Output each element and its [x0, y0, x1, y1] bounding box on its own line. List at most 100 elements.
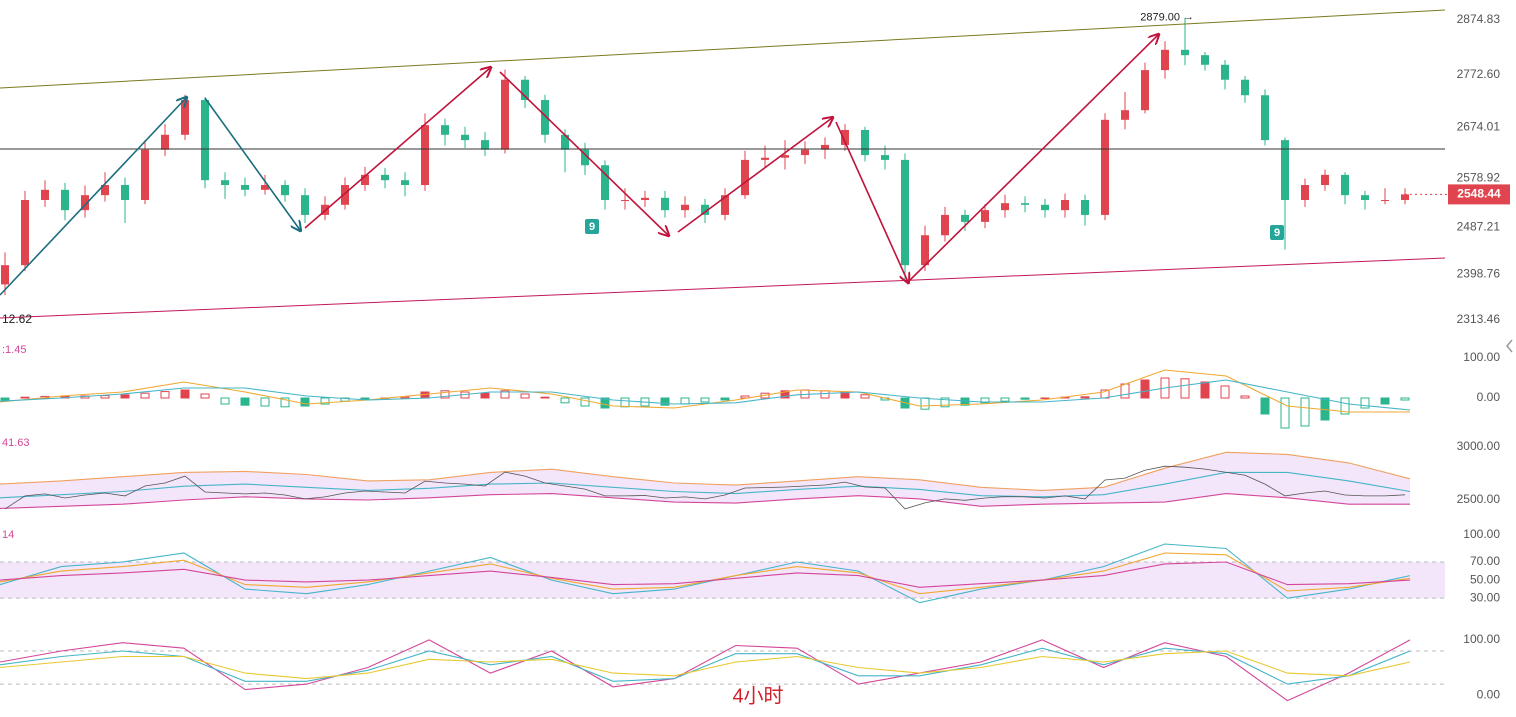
macd-bar	[1380, 397, 1390, 405]
candle-body	[341, 185, 349, 205]
macd-bar	[680, 397, 690, 405]
candle-body	[361, 174, 369, 186]
macd-bar	[1140, 379, 1150, 399]
candle-body	[181, 100, 189, 135]
y-tick-label: 2674.01	[1457, 119, 1501, 133]
last-price-label: 2548.44	[1457, 187, 1501, 201]
macd-bar	[1200, 381, 1210, 399]
candle-body	[421, 125, 429, 186]
band-fill	[0, 562, 1445, 599]
y-tick-label: 100.00	[1463, 350, 1500, 364]
macd-bar	[540, 396, 550, 399]
candle-body	[1001, 203, 1009, 211]
indicator-line	[0, 561, 1411, 588]
candle-body	[1081, 199, 1089, 215]
candle-body	[1061, 199, 1069, 211]
arrow	[304, 68, 490, 229]
y-tick-label: 2772.60	[1457, 67, 1501, 81]
macd-bar	[140, 392, 150, 399]
macd-bar	[300, 397, 310, 407]
candle-body	[161, 134, 169, 150]
candle-body	[461, 134, 469, 141]
arrow	[204, 97, 300, 230]
candle-body	[201, 100, 209, 181]
macd-bar	[920, 397, 930, 410]
candle-body	[21, 199, 29, 266]
candle-body	[601, 165, 609, 200]
candle-body	[661, 197, 669, 211]
candle-body	[61, 189, 69, 211]
macd-bar	[240, 397, 250, 406]
macd-bar	[1040, 397, 1050, 399]
candle-body	[1201, 55, 1209, 65]
y-tick-label: 2578.92	[1457, 170, 1501, 184]
candle-body	[821, 144, 829, 150]
y-tick-label: 30.00	[1470, 590, 1500, 604]
candle-body	[961, 214, 969, 222]
macd-bar	[660, 397, 670, 406]
candle-body	[621, 199, 629, 201]
candle-body	[721, 195, 729, 215]
macd-bar	[1300, 397, 1310, 427]
candle-body	[641, 197, 649, 200]
candle-body	[1041, 204, 1049, 211]
panel-label: 41.63	[2, 437, 30, 449]
band-fill	[0, 452, 1410, 509]
macd-bar	[0, 397, 10, 401]
macd-bar	[720, 397, 730, 401]
macd-bar	[600, 397, 610, 409]
candle-body	[301, 195, 309, 215]
macd-bar	[1360, 397, 1370, 409]
candle-body	[941, 214, 949, 236]
candle-body	[1141, 70, 1149, 111]
signal-badge	[585, 219, 599, 234]
macd-bar	[560, 397, 570, 404]
macd-bar	[780, 390, 790, 399]
candle-body	[561, 134, 569, 150]
candle-body	[1301, 185, 1309, 200]
candle-body	[401, 180, 409, 186]
y-tick-label: 2313.46	[1457, 312, 1501, 326]
candle-body	[781, 155, 789, 158]
candle-body	[441, 125, 449, 135]
candle-body	[1161, 49, 1169, 71]
high-label: 2879.00	[1140, 12, 1180, 24]
low-label: 12.62	[2, 312, 32, 326]
macd-bar	[260, 397, 270, 407]
macd-bar	[1340, 397, 1350, 415]
macd-bar	[1080, 396, 1090, 399]
candle-body	[1241, 79, 1249, 96]
macd-bar	[1020, 397, 1030, 400]
y-tick-label: 100.00	[1463, 527, 1500, 541]
macd-bar	[1240, 395, 1250, 399]
candle-body	[1261, 95, 1269, 141]
candle-body	[1121, 110, 1129, 120]
annotation: 4小时	[732, 684, 783, 707]
candle-body	[841, 129, 849, 145]
collapse-handle[interactable]	[1506, 339, 1513, 353]
macd-bar	[520, 393, 530, 399]
macd-bar	[180, 389, 190, 399]
last-price-box	[1448, 184, 1510, 205]
candle-body	[801, 149, 809, 156]
macd-bar	[700, 397, 710, 403]
macd-bar	[100, 395, 110, 399]
macd-bar	[820, 390, 830, 399]
candle-body	[41, 189, 49, 200]
candle-body	[1021, 203, 1029, 205]
candle-body	[1401, 194, 1409, 200]
indicator-line	[0, 471, 1411, 499]
y-tick-label: 3000.00	[1457, 439, 1501, 453]
price-line	[4, 465, 1406, 510]
macd-bar	[200, 393, 210, 399]
candle-body	[901, 159, 909, 266]
y-tick-label: 50.00	[1470, 572, 1500, 586]
indicator-line	[0, 650, 1411, 680]
candle-body	[1281, 140, 1289, 200]
candle-body	[1101, 119, 1109, 215]
macd-bar	[120, 394, 130, 399]
panel-label: 14	[2, 529, 14, 541]
candle-body	[81, 195, 89, 211]
y-tick-label: 2398.76	[1457, 267, 1501, 281]
macd-bar	[1280, 397, 1290, 429]
